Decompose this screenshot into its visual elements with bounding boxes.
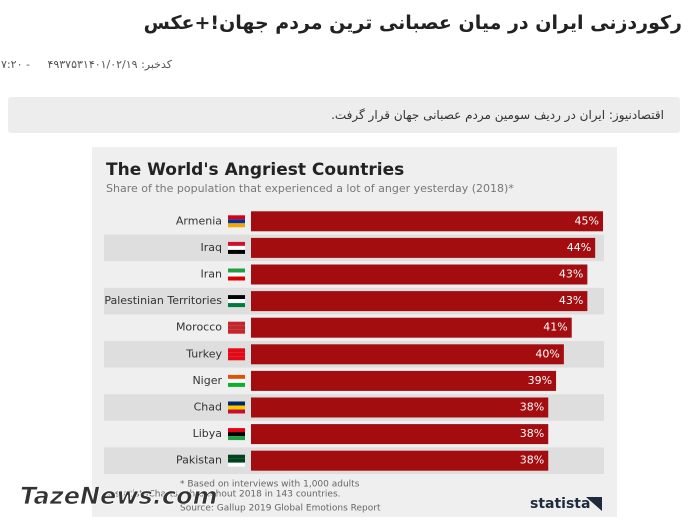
value-label: 38% [520, 427, 544, 440]
value-label: 44% [567, 241, 591, 254]
flag [228, 321, 245, 326]
flag [228, 405, 245, 410]
flag [228, 348, 245, 353]
chart-title: The World's Angriest Countries [106, 160, 404, 180]
flag [228, 432, 245, 437]
flag [228, 249, 245, 254]
value-label: 39% [528, 374, 552, 387]
watermark: TazeNews.com [20, 482, 218, 510]
brand-icon [586, 497, 602, 511]
category-label: Libya [193, 427, 222, 440]
flag [228, 352, 245, 357]
source: Source: Gallup 2019 Global Emotions Repo… [180, 504, 381, 514]
category-label: Niger [192, 374, 222, 387]
flag [228, 223, 245, 228]
value-label: 45% [575, 214, 599, 227]
bar [251, 397, 549, 418]
lead-text: اقتصادنیوز: ایران در ردیف سومین مردم عصب… [331, 108, 664, 122]
bar [251, 424, 549, 445]
flag [228, 303, 245, 308]
brand: statista [530, 496, 590, 512]
flag [228, 436, 245, 441]
flag [228, 245, 245, 250]
flag [228, 272, 245, 277]
flag [228, 325, 245, 330]
value-label: 43% [559, 268, 583, 281]
category-label: Chad [194, 401, 222, 414]
flag [228, 219, 245, 224]
category-label: Morocco [176, 321, 222, 334]
flag [228, 409, 245, 414]
article-meta: کدخبر: ۴۹۳۷۵۳۱۴۰۱/۰۲/۱۹ - ۰۷:۲۰ [0, 58, 172, 71]
bar [251, 291, 588, 312]
news-date: ۱۴۰۱/۰۲/۱۹ - ۰۷:۲۰ [0, 58, 138, 71]
category-label: Palestinian Territories [104, 294, 222, 307]
value-label: 43% [559, 294, 583, 307]
flag [228, 374, 245, 379]
flag [228, 299, 245, 304]
category-label: Turkey [185, 347, 222, 360]
flag [228, 295, 245, 300]
category-label: Iran [201, 268, 223, 281]
value-label: 38% [520, 401, 544, 414]
value-label: 40% [535, 347, 559, 360]
flag [228, 276, 245, 281]
bar [251, 237, 596, 258]
footnote: throughout 2018 in 143 countries. [186, 490, 341, 500]
category-label: Iraq [201, 241, 223, 254]
news-id: کدخبر: ۴۹۳۷۵۳ [47, 58, 172, 71]
flag [228, 454, 245, 459]
handle: @statistaCharts [106, 490, 178, 500]
category-label: Pakistan [176, 454, 222, 467]
flag [228, 428, 245, 433]
flag [228, 329, 245, 334]
value-label: 38% [520, 454, 544, 467]
bar [251, 211, 603, 232]
bar [251, 450, 549, 471]
flag [228, 268, 245, 273]
category-label: Armenia [176, 214, 222, 227]
flag [228, 215, 245, 220]
flag [228, 401, 245, 406]
bar [251, 264, 588, 285]
flag [228, 356, 245, 361]
chart-subtitle: Share of the population that experienced… [106, 182, 514, 195]
flag [228, 378, 245, 383]
value-label: 41% [543, 321, 567, 334]
flag [228, 382, 245, 387]
lead-box: اقتصادنیوز: ایران در ردیف سومین مردم عصب… [8, 97, 680, 133]
footnote: * Based on interviews with 1,000 adults [180, 480, 360, 490]
bar [251, 317, 572, 338]
bar [251, 344, 564, 365]
flag [228, 458, 245, 463]
bar [251, 370, 557, 391]
flag [228, 241, 245, 246]
article-title: رکوردزنی ایران در میان عصبانی ترین مردم … [143, 12, 682, 34]
flag [228, 462, 245, 467]
